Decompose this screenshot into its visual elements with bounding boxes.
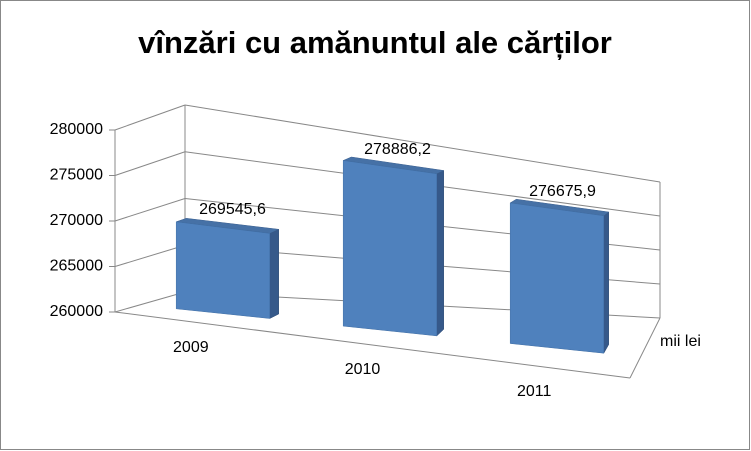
y-tick-label: 270000	[50, 212, 103, 229]
y-tick-label: 280000	[50, 121, 103, 138]
bar-side	[269, 228, 279, 319]
bar-side	[603, 211, 609, 355]
y-tick-label: 260000	[50, 303, 103, 320]
floor-edge	[629, 317, 661, 379]
bar-side	[436, 170, 444, 337]
x-tick-label: 2010	[345, 361, 381, 378]
grid-line	[114, 198, 186, 222]
data-label: 278886,2	[364, 141, 431, 158]
grid-line	[114, 244, 186, 267]
x-tick-label: 2011	[517, 383, 552, 400]
bar	[175, 221, 271, 319]
series-axis-label: mii lei	[660, 333, 701, 350]
grid-line	[114, 104, 186, 131]
grid-line	[114, 291, 186, 313]
bar	[342, 160, 438, 337]
x-tick-label: 2009	[173, 339, 209, 356]
data-label: 269545,6	[199, 201, 266, 218]
grid-line	[184, 104, 661, 183]
data-label: 276675,9	[529, 183, 596, 200]
bar	[509, 202, 605, 354]
grid-line	[114, 151, 186, 176]
y-tick-label: 265000	[50, 258, 103, 275]
chart-title: vînzări cu amănuntul ale cărților	[138, 25, 612, 60]
y-tick-label: 275000	[50, 167, 103, 184]
floor-edge	[114, 311, 631, 379]
